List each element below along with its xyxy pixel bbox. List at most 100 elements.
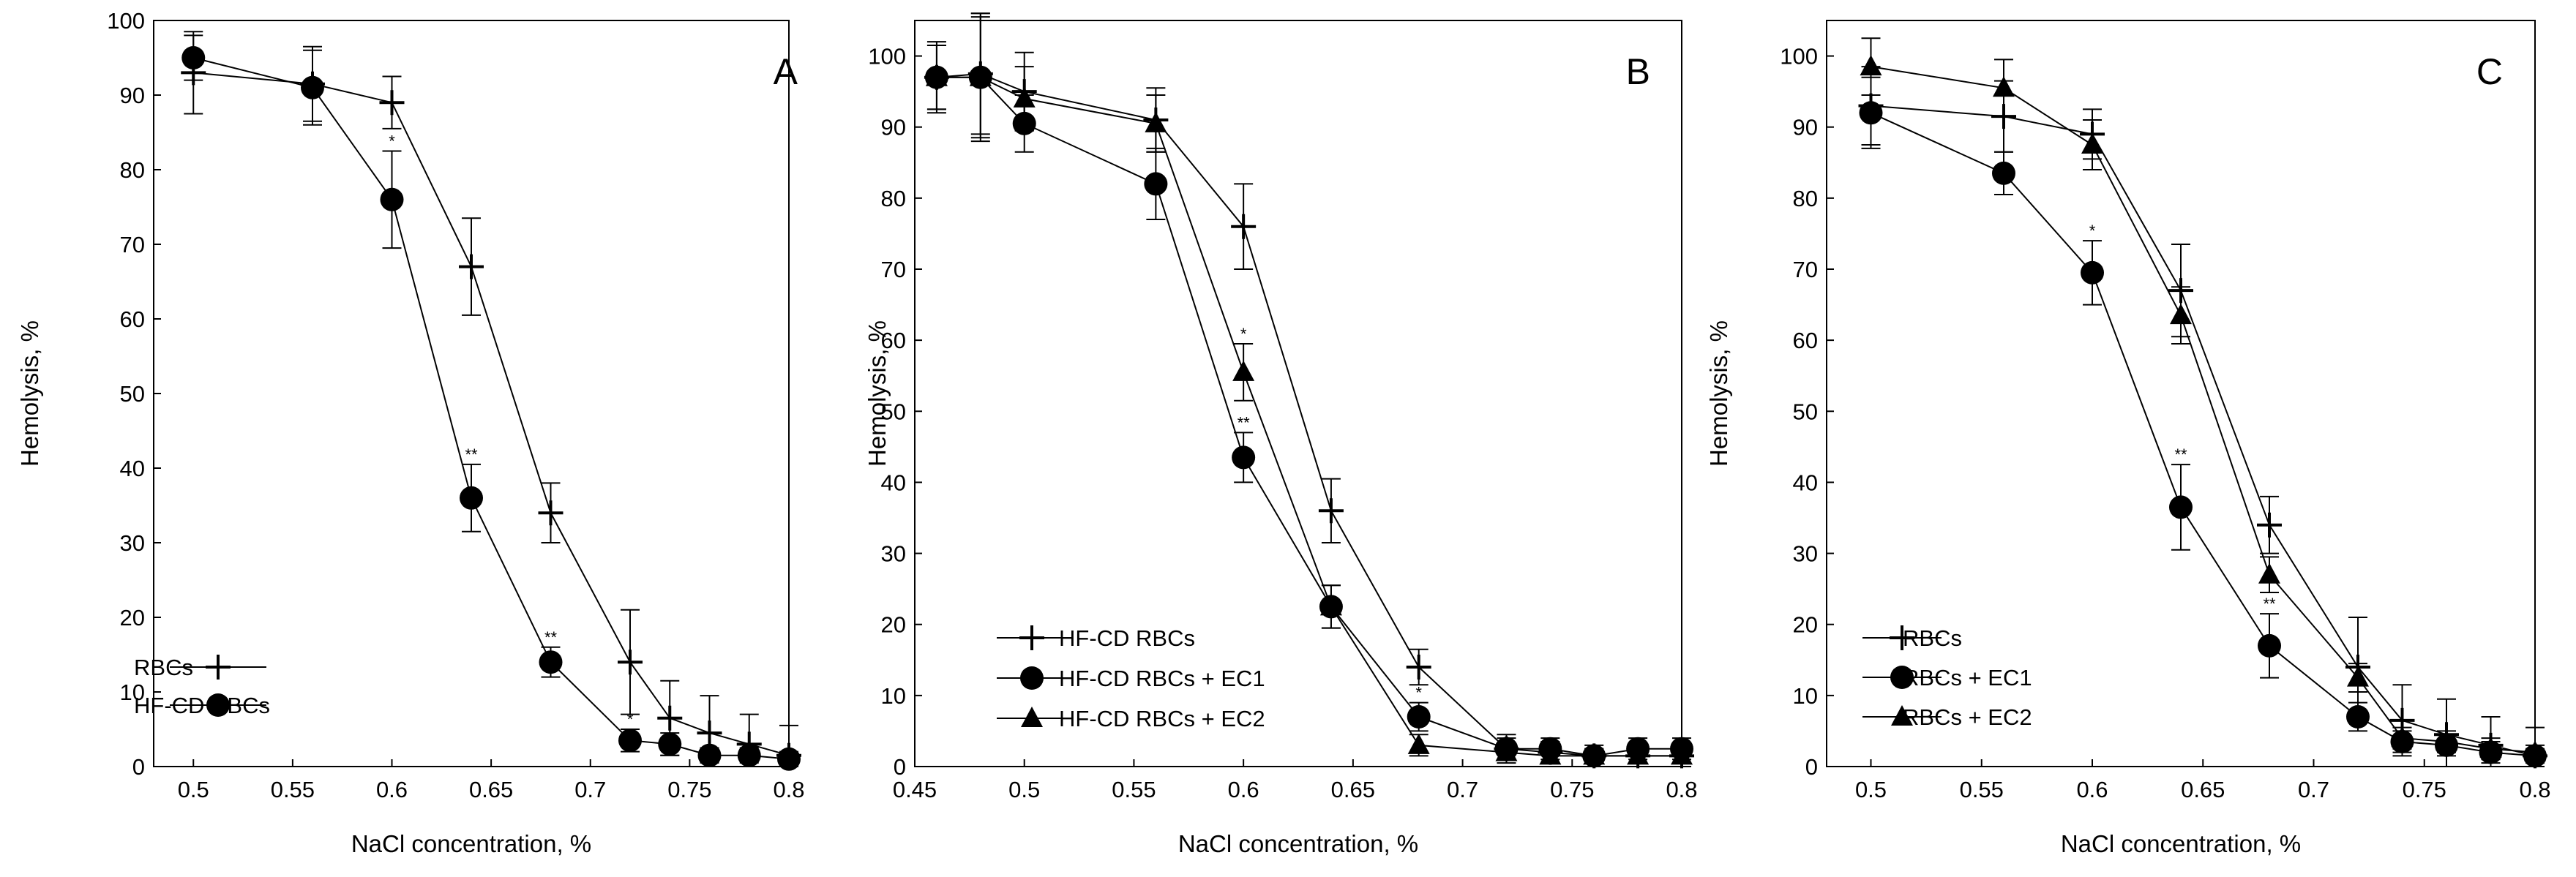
data-point [1406,655,1431,680]
x-tick-label: 0.6 [1228,777,1259,802]
significance-mark: ** [544,628,558,647]
data-point [2391,726,2414,748]
y-tick-label: 20 [1793,612,1818,638]
data-point [2170,304,2192,325]
data-point [2346,705,2370,729]
significance-mark: ** [2174,445,2187,464]
data-point [969,65,992,86]
y-tick-label: 20 [120,605,145,631]
data-point [1539,744,1562,765]
y-tick-label: 10 [120,680,145,705]
x-tick-label: 0.8 [2519,777,2550,802]
data-point [301,75,324,99]
data-point [697,720,722,746]
data-point [1407,705,1431,729]
data-point [777,747,801,771]
legend: HF-CD RBCs HF-CD RBCs + EC1 HF-CD RBCs + E… [997,625,1265,731]
data-point [2081,133,2103,154]
data-point [380,187,404,211]
significance-mark: * [627,710,634,729]
significance-mark: * [1240,325,1247,343]
data-point [1013,86,1036,108]
data-point [1627,744,1650,765]
data-point [1583,744,1606,765]
x-tick-label: 0.65 [469,777,513,802]
data-point [2257,512,2282,538]
data-point [925,65,948,86]
series-line [193,57,790,760]
legend-label: RBCs + EC2 [1903,704,2032,730]
data-point [2347,666,2369,687]
x-tick-label: 0.75 [2403,777,2446,802]
series-circle: ***** [1859,76,2547,768]
panel-label: C [2476,51,2503,92]
legend: RBCs RBCs + EC1 RBCs + EC2 [1862,625,2032,730]
legend-label: RBCs [1903,625,1962,651]
data-point [657,705,683,731]
significance-mark: * [2089,222,2096,240]
series-plus [181,31,801,768]
series-line [1871,105,2536,757]
legend-label: RBCs [134,655,193,680]
y-tick-label: 60 [881,328,906,353]
y-tick-label: 40 [1793,470,1818,495]
data-point [459,254,484,279]
y-tick-label: 50 [120,381,145,407]
data-point [618,729,642,753]
legend-marker [206,655,231,680]
x-tick-label: 0.7 [1447,777,1478,802]
legend-marker [1020,666,1044,690]
y-tick-label: 100 [1780,44,1818,69]
significance-mark: ** [465,445,478,464]
y-tick-label: 70 [120,232,145,257]
series-circle: *** [924,12,1693,768]
x-tick-label: 0.8 [773,777,804,802]
y-tick-label: 70 [881,257,906,282]
data-point [539,650,563,674]
series-circle: ****** [181,34,801,771]
y-tick-label: 30 [881,541,906,567]
data-point [2435,730,2457,750]
series-triangle: * [925,16,1693,765]
x-axis-label: NaCl concentration, % [1178,830,1418,857]
legend-marker [206,693,230,717]
x-tick-label: 0.6 [376,777,408,802]
plot-frame [153,20,790,767]
x-tick-label: 0.55 [271,777,315,802]
data-point [1860,55,1882,76]
y-tick-label: 30 [120,530,145,556]
significance-mark: * [389,132,395,151]
panel-label: B [1626,51,1650,92]
data-point [1145,111,1167,132]
data-point [697,743,722,767]
series-plus [1858,66,2547,769]
y-tick-label: 100 [107,8,145,34]
y-axis-label: Hemolysis, % [864,320,891,467]
chart-panel-b: 0.45 0.5 0.55 0.6 0.65 0.7 0.75 0.8 0 10 20 30 40 50 6… [864,12,1698,857]
y-tick-label: 80 [1793,186,1818,211]
y-tick-label: 10 [1793,683,1818,709]
data-point [538,500,564,526]
significance-mark: ** [1238,413,1251,432]
chart-panel-a: 0.5 0.55 0.6 0.65 0.7 0.75 0.8 0 10 20 30 40 50 60 70 8… [16,8,805,857]
data-point [1144,172,1168,196]
x-tick-label: 0.8 [1666,777,1697,802]
data-point [181,46,206,69]
data-point [1232,360,1255,381]
y-axis-label: Hemolysis, % [16,320,43,467]
x-tick-label: 0.55 [1960,777,2004,802]
y-tick-label: 50 [1793,399,1818,424]
data-point [2258,633,2281,658]
data-point [1407,733,1430,754]
x-tick-label: 0.75 [667,777,711,802]
legend-marker [1891,705,1913,726]
series-triangle [1860,37,2546,761]
x-tick-label: 0.5 [178,777,209,802]
y-tick-label: 90 [120,83,145,108]
series-line [936,76,1682,757]
y-tick-label: 60 [120,306,145,332]
series-line [936,72,1682,757]
data-point [2524,740,2546,761]
x-tick-label: 0.55 [1112,777,1156,802]
